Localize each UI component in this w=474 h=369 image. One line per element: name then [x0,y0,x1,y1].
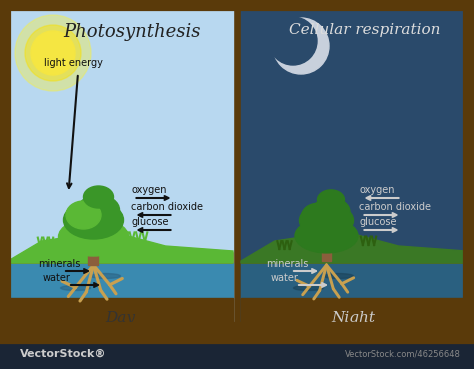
Text: minerals: minerals [38,259,81,269]
Ellipse shape [323,273,354,279]
Text: glucose: glucose [131,217,169,227]
Text: carbon dioxide: carbon dioxide [131,202,203,212]
Ellipse shape [295,219,358,253]
Ellipse shape [83,186,113,208]
Text: oxygen: oxygen [359,185,395,195]
Ellipse shape [64,201,124,239]
Circle shape [15,15,91,91]
Bar [241,298,466,333]
Bar [0,333,474,369]
Text: water: water [43,273,71,283]
Ellipse shape [293,286,323,290]
Bar [8,263,233,298]
Ellipse shape [58,218,128,256]
Bar [241,263,466,298]
Ellipse shape [91,273,120,279]
Circle shape [31,31,75,75]
Ellipse shape [78,195,119,225]
Bar [8,8,233,333]
Polygon shape [241,231,466,263]
Text: glucose: glucose [359,217,397,227]
Text: Day: Day [106,311,136,325]
Text: minerals: minerals [266,259,309,269]
Text: carbon dioxide: carbon dioxide [359,202,431,212]
Bar [89,225,99,265]
Bar [322,225,331,261]
Circle shape [25,25,81,81]
Text: Photosynthesis: Photosynthesis [63,23,201,41]
Polygon shape [8,233,233,263]
Text: water: water [271,273,299,283]
Text: oxygen: oxygen [131,185,167,195]
Ellipse shape [300,203,354,238]
Ellipse shape [318,190,345,210]
Text: VectorStock.com/46256648: VectorStock.com/46256648 [345,349,461,359]
Bar [241,8,466,333]
Text: Night: Night [331,311,375,325]
Bar [8,298,233,333]
Text: light energy: light energy [44,58,102,68]
Ellipse shape [312,198,350,225]
Ellipse shape [66,201,101,229]
Circle shape [269,17,317,65]
Text: VectorStock®: VectorStock® [20,349,107,359]
Ellipse shape [302,203,333,229]
Polygon shape [241,233,466,263]
Polygon shape [8,231,233,263]
Circle shape [273,18,329,74]
Text: Cellular respiration: Cellular respiration [289,23,440,37]
Ellipse shape [61,286,91,290]
